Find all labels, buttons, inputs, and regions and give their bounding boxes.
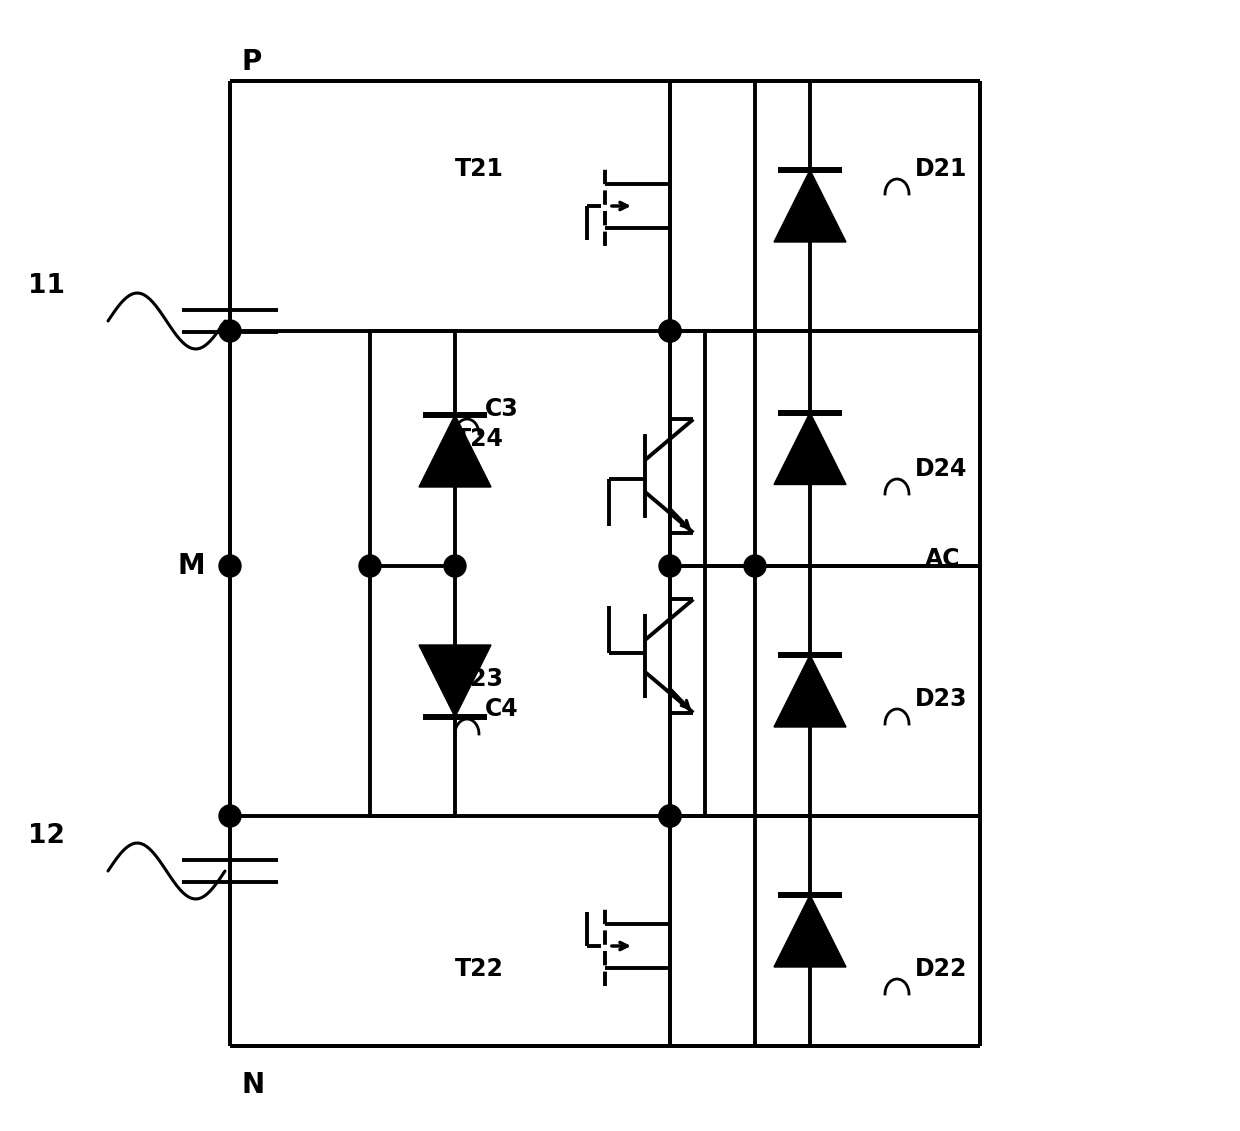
Text: D22: D22 [915, 957, 967, 981]
Polygon shape [419, 415, 491, 487]
Polygon shape [774, 655, 846, 727]
Polygon shape [774, 895, 846, 967]
Circle shape [744, 555, 766, 577]
Polygon shape [774, 170, 846, 242]
Circle shape [658, 320, 681, 342]
Text: 11: 11 [29, 273, 64, 299]
Text: T24: T24 [455, 428, 503, 451]
Text: C4: C4 [485, 697, 518, 720]
Circle shape [658, 805, 681, 827]
Circle shape [444, 555, 466, 577]
Text: D24: D24 [915, 457, 967, 481]
Text: 12: 12 [29, 823, 64, 849]
Text: M: M [177, 552, 205, 580]
Circle shape [360, 555, 381, 577]
Circle shape [658, 320, 681, 342]
Text: T22: T22 [455, 957, 503, 981]
Circle shape [219, 805, 241, 827]
Text: D23: D23 [915, 687, 967, 711]
Text: D21: D21 [915, 157, 967, 181]
Text: T23: T23 [455, 667, 503, 691]
Circle shape [219, 555, 241, 577]
Text: T21: T21 [455, 157, 503, 181]
Text: AC: AC [925, 547, 961, 571]
Circle shape [658, 555, 681, 577]
Text: C3: C3 [485, 397, 518, 421]
Circle shape [658, 805, 681, 827]
Polygon shape [419, 645, 491, 717]
Text: P: P [242, 48, 262, 76]
Circle shape [219, 320, 241, 342]
Polygon shape [774, 413, 846, 484]
Text: N: N [242, 1071, 265, 1099]
